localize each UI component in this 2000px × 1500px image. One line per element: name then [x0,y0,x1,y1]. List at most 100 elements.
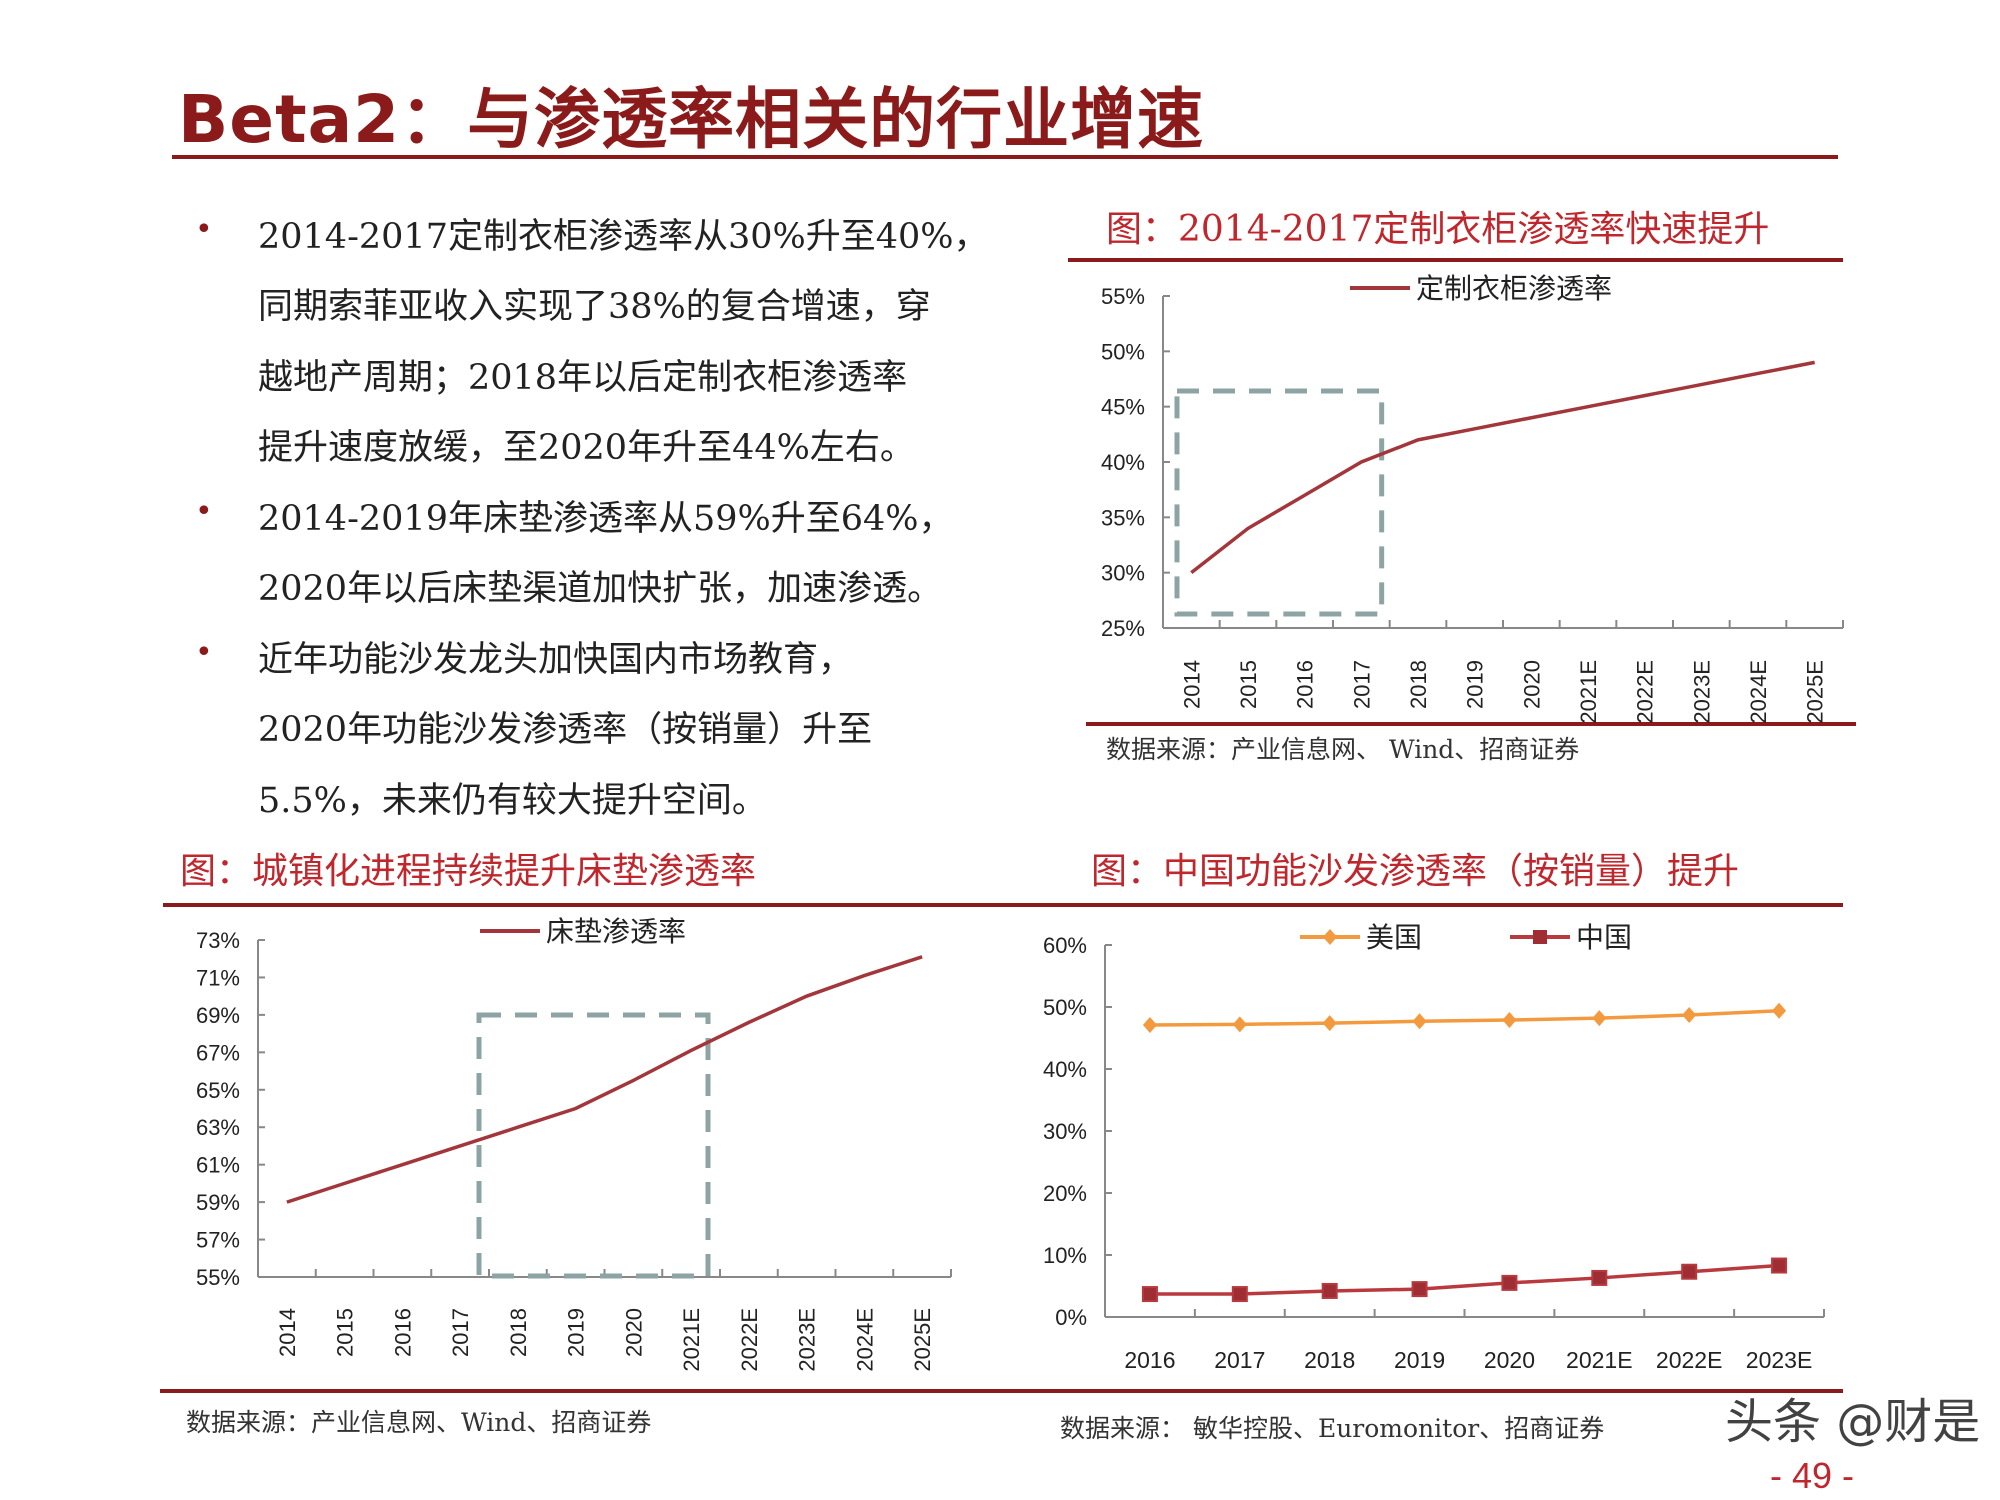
legend-marker [1323,929,1337,945]
x-tick-label: 2020 [621,1308,646,1357]
series-line [1149,1263,1780,1296]
x-tick-label: 2025E [910,1308,935,1372]
y-tick-label: 40% [1043,1057,1087,1082]
bullet-3-line-2: 2020年功能沙发渗透率（按销量）升至 [258,710,873,750]
y-tick-label: 25% [1101,616,1145,641]
highlight-box [476,1012,711,1279]
x-tick-label: 2020 [1484,1347,1535,1373]
x-tick-label: 2015 [1236,660,1261,709]
x-tick-label: 2016 [390,1308,415,1357]
bullet-1-line-4: 提升速度放缓，至2020年升至44%左右。 [258,428,915,468]
data-point [1771,1257,1788,1274]
y-tick-label: 67% [196,1040,240,1065]
y-tick-label: 30% [1043,1119,1087,1144]
bullet-marker: • [195,212,213,247]
legend-label: 中国 [1576,922,1632,953]
bullet-3-line-1: 近年功能沙发龙头加快国内市场教育， [258,640,854,680]
y-tick-label: 55% [196,1265,240,1290]
data-point [1141,1286,1158,1303]
divider [160,1389,1843,1393]
bullet-marker: • [195,635,213,670]
x-tick-label: 2015 [333,1308,358,1357]
bullet-1-line-1: 2014-2017定制衣柜渗透率从30%升至40%， [258,217,989,257]
x-tick-label: 2018 [506,1308,531,1357]
x-tick-label: 2014 [275,1308,300,1357]
x-tick-label: 2023E [795,1308,820,1372]
x-tick-label: 2023E [1689,660,1714,724]
legend-label: 床垫渗透率 [546,916,686,947]
data-point [1142,1016,1157,1033]
x-tick-label: 2014 [1179,660,1204,709]
page-number: - 49 - [1770,1455,1855,1496]
legend-label: 美国 [1366,922,1422,953]
bullet-2-line-1: 2014-2019年床垫渗透率从59%升至64%， [258,499,954,539]
x-tick-label: 2023E [1746,1347,1813,1373]
sofa-penetration-chart: 0% 10% 20% 30% 40% 50% 60% 2016 2017 2018 2019 2020… [1043,922,1825,1373]
divider [1086,722,1856,726]
highlight-box [1174,388,1385,617]
x-tick-label: 2020 [1519,660,1544,709]
y-tick-label: 50% [1101,339,1145,364]
data-point [1412,1013,1427,1030]
y-tick-label: 20% [1043,1181,1087,1206]
legend-label: 定制衣柜渗透率 [1416,273,1612,304]
y-tick-label: 65% [196,1078,240,1103]
wardrobe-penetration-chart: 25% 30% 35% 40% 45% 50% 55% 2014 2015 2016 2017 201… [1101,273,1844,724]
y-tick-label: 45% [1101,395,1145,420]
y-tick-label: 69% [196,1003,240,1028]
data-point [1681,1263,1698,1280]
series-line [1149,1008,1780,1027]
x-tick-label: 2022E [1633,660,1658,724]
y-tick-label: 40% [1101,450,1145,475]
series-line [1190,360,1816,575]
legend-marker [1533,930,1547,944]
bullet-1-line-2: 同期索菲亚收入实现了38%的复合增速，穿 [258,287,931,327]
x-tick-label: 2017 [448,1308,473,1357]
x-tick-label: 2016 [1293,660,1318,709]
data-point [1591,1269,1608,1286]
title-divider [172,155,1838,159]
data-point [1322,1015,1337,1032]
x-tick-label: 2017 [1214,1347,1265,1373]
data-point [1502,1012,1517,1029]
data-point [1501,1274,1518,1291]
x-tick-label: 2019 [564,1308,589,1357]
x-tick-label: 2022E [1656,1347,1723,1373]
x-tick-label: 2018 [1304,1347,1355,1373]
x-tick-label: 2024E [852,1308,877,1372]
y-tick-label: 55% [1101,284,1145,309]
y-tick-label: 50% [1043,995,1087,1020]
y-tick-label: 30% [1101,561,1145,586]
x-tick-label: 2018 [1406,660,1431,709]
bullet-1-line-3: 越地产周期；2018年以后定制衣柜渗透率 [258,358,908,398]
y-tick-label: 63% [196,1115,240,1140]
data-point [1231,1286,1248,1303]
x-tick-label: 2022E [737,1308,762,1372]
bullet-marker: • [195,494,213,529]
data-point [1772,1002,1787,1019]
x-tick-label: 2019 [1463,660,1488,709]
data-point [1321,1282,1338,1299]
page-title: Beta2：与渗透率相关的行业增速 [178,81,1205,158]
sofa-figure-caption: 图：中国功能沙发渗透率（按销量）提升 [1091,851,1740,892]
sofa-figure-source: 数据来源： 敏华控股、Euromonitor、招商证券 [1060,1414,1605,1443]
divider [1068,258,1843,262]
data-point [1682,1007,1697,1024]
wardrobe-figure-source: 数据来源：产业信息网、 Wind、招商证券 [1106,735,1580,764]
x-tick-label: 2021E [679,1308,704,1372]
mattress-figure-caption: 图：城镇化进程持续提升床垫渗透率 [180,851,757,892]
bullet-3-line-3: 5.5%，未来仍有较大提升空间。 [258,781,767,821]
watermark: 头条 @财是 [1725,1394,1981,1450]
bullet-2-line-2: 2020年以后床垫渠道加快扩张，加速渗透。 [258,569,943,609]
y-tick-label: 35% [1101,505,1145,530]
mattress-figure-source: 数据来源：产业信息网、Wind、招商证券 [186,1408,652,1437]
data-point [1232,1016,1247,1033]
x-tick-label: 2019 [1394,1347,1445,1373]
divider [163,903,1843,907]
x-tick-label: 2025E [1803,660,1828,724]
y-tick-label: 71% [196,965,240,990]
mattress-penetration-chart: 55% 57% 59% 61% 63% 65% 67% 69% 71% 73% 2014 2015 20… [196,916,952,1372]
y-tick-label: 0% [1055,1305,1087,1330]
data-point [1411,1281,1428,1298]
